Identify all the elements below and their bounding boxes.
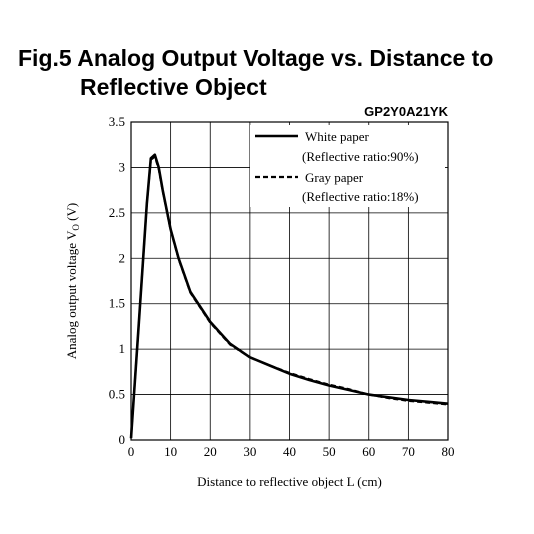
- y-tick-label-4: 2: [119, 250, 126, 265]
- series-lines: [129, 153, 449, 439]
- x-tick-label-0: 0: [128, 444, 135, 459]
- legend-label-white: White paper: [305, 129, 370, 144]
- legend-note-white: (Reflective ratio:90%): [302, 149, 419, 164]
- model-label: GP2Y0A21YK: [364, 104, 448, 119]
- y-tick-label-3: 1.5: [109, 296, 125, 311]
- plot-frame: [130, 121, 449, 441]
- title-line-2: Reflective Object: [80, 74, 267, 100]
- x-tick-labels: 0 10 20 30 40 50 60 70 80: [128, 444, 455, 459]
- x-tick-label-3: 30: [243, 444, 256, 459]
- y-tick-label-6: 3: [119, 159, 126, 174]
- legend-label-gray: Gray paper: [305, 170, 364, 185]
- y-axis-label-unit: (V): [64, 203, 79, 224]
- series-line-1: [130, 155, 449, 439]
- y-tick-label-1: 0.5: [109, 387, 125, 402]
- x-tick-label-4: 40: [283, 444, 296, 459]
- y-axis-label-main: Analog output voltage V: [64, 230, 79, 359]
- y-axis-label: Analog output voltage VO (V): [64, 203, 81, 359]
- x-tick-label-7: 70: [402, 444, 415, 459]
- x-tick-label-8: 80: [442, 444, 455, 459]
- y-tick-label-5: 2.5: [109, 205, 125, 220]
- y-tick-label-7: 3.5: [109, 114, 125, 129]
- legend-box: [250, 125, 445, 207]
- x-tick-label-2: 20: [204, 444, 217, 459]
- y-axis-label-sub: O: [71, 224, 81, 231]
- y-tick-labels: 0 0.5 1 1.5 2 2.5 3 3.5: [109, 114, 125, 447]
- x-tick-label-5: 50: [323, 444, 336, 459]
- legend-note-gray: (Reflective ratio:18%): [302, 189, 419, 204]
- y-tick-label-0: 0: [119, 432, 126, 447]
- x-tick-label-6: 60: [362, 444, 375, 459]
- chart-title: Fig.5 Analog Output Voltage vs. Distance…: [18, 44, 493, 102]
- y-tick-label-2: 1: [119, 341, 126, 356]
- title-line-1: Fig.5 Analog Output Voltage vs. Distance…: [18, 45, 494, 71]
- x-tick-label-1: 10: [164, 444, 177, 459]
- x-axis-label: Distance to reflective object L (cm): [197, 474, 382, 489]
- legend: White paper (Reflective ratio:90%) Gray …: [250, 125, 445, 207]
